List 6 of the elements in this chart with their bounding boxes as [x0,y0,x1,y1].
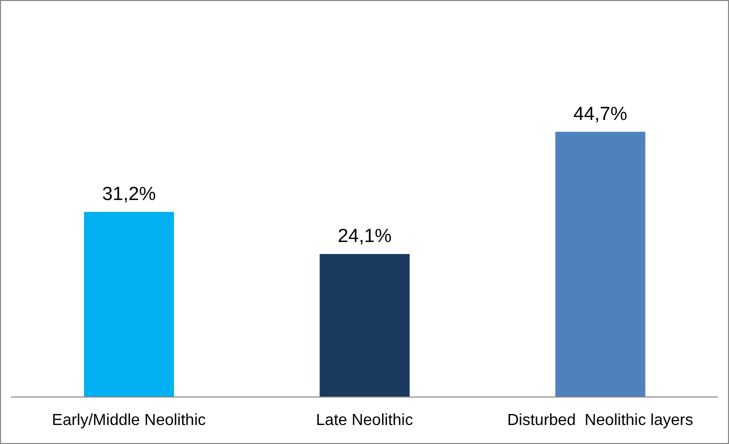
x-tick-label: Early/Middle Neolithic [52,412,206,429]
data-label: 31,2% [102,184,156,205]
data-label: 24,1% [338,226,392,248]
x-tick-label: Late Neolithic [316,412,413,429]
data-label: 44,7% [573,104,628,125]
x-tick-label: Disturbed Neolithic layers [507,412,694,429]
